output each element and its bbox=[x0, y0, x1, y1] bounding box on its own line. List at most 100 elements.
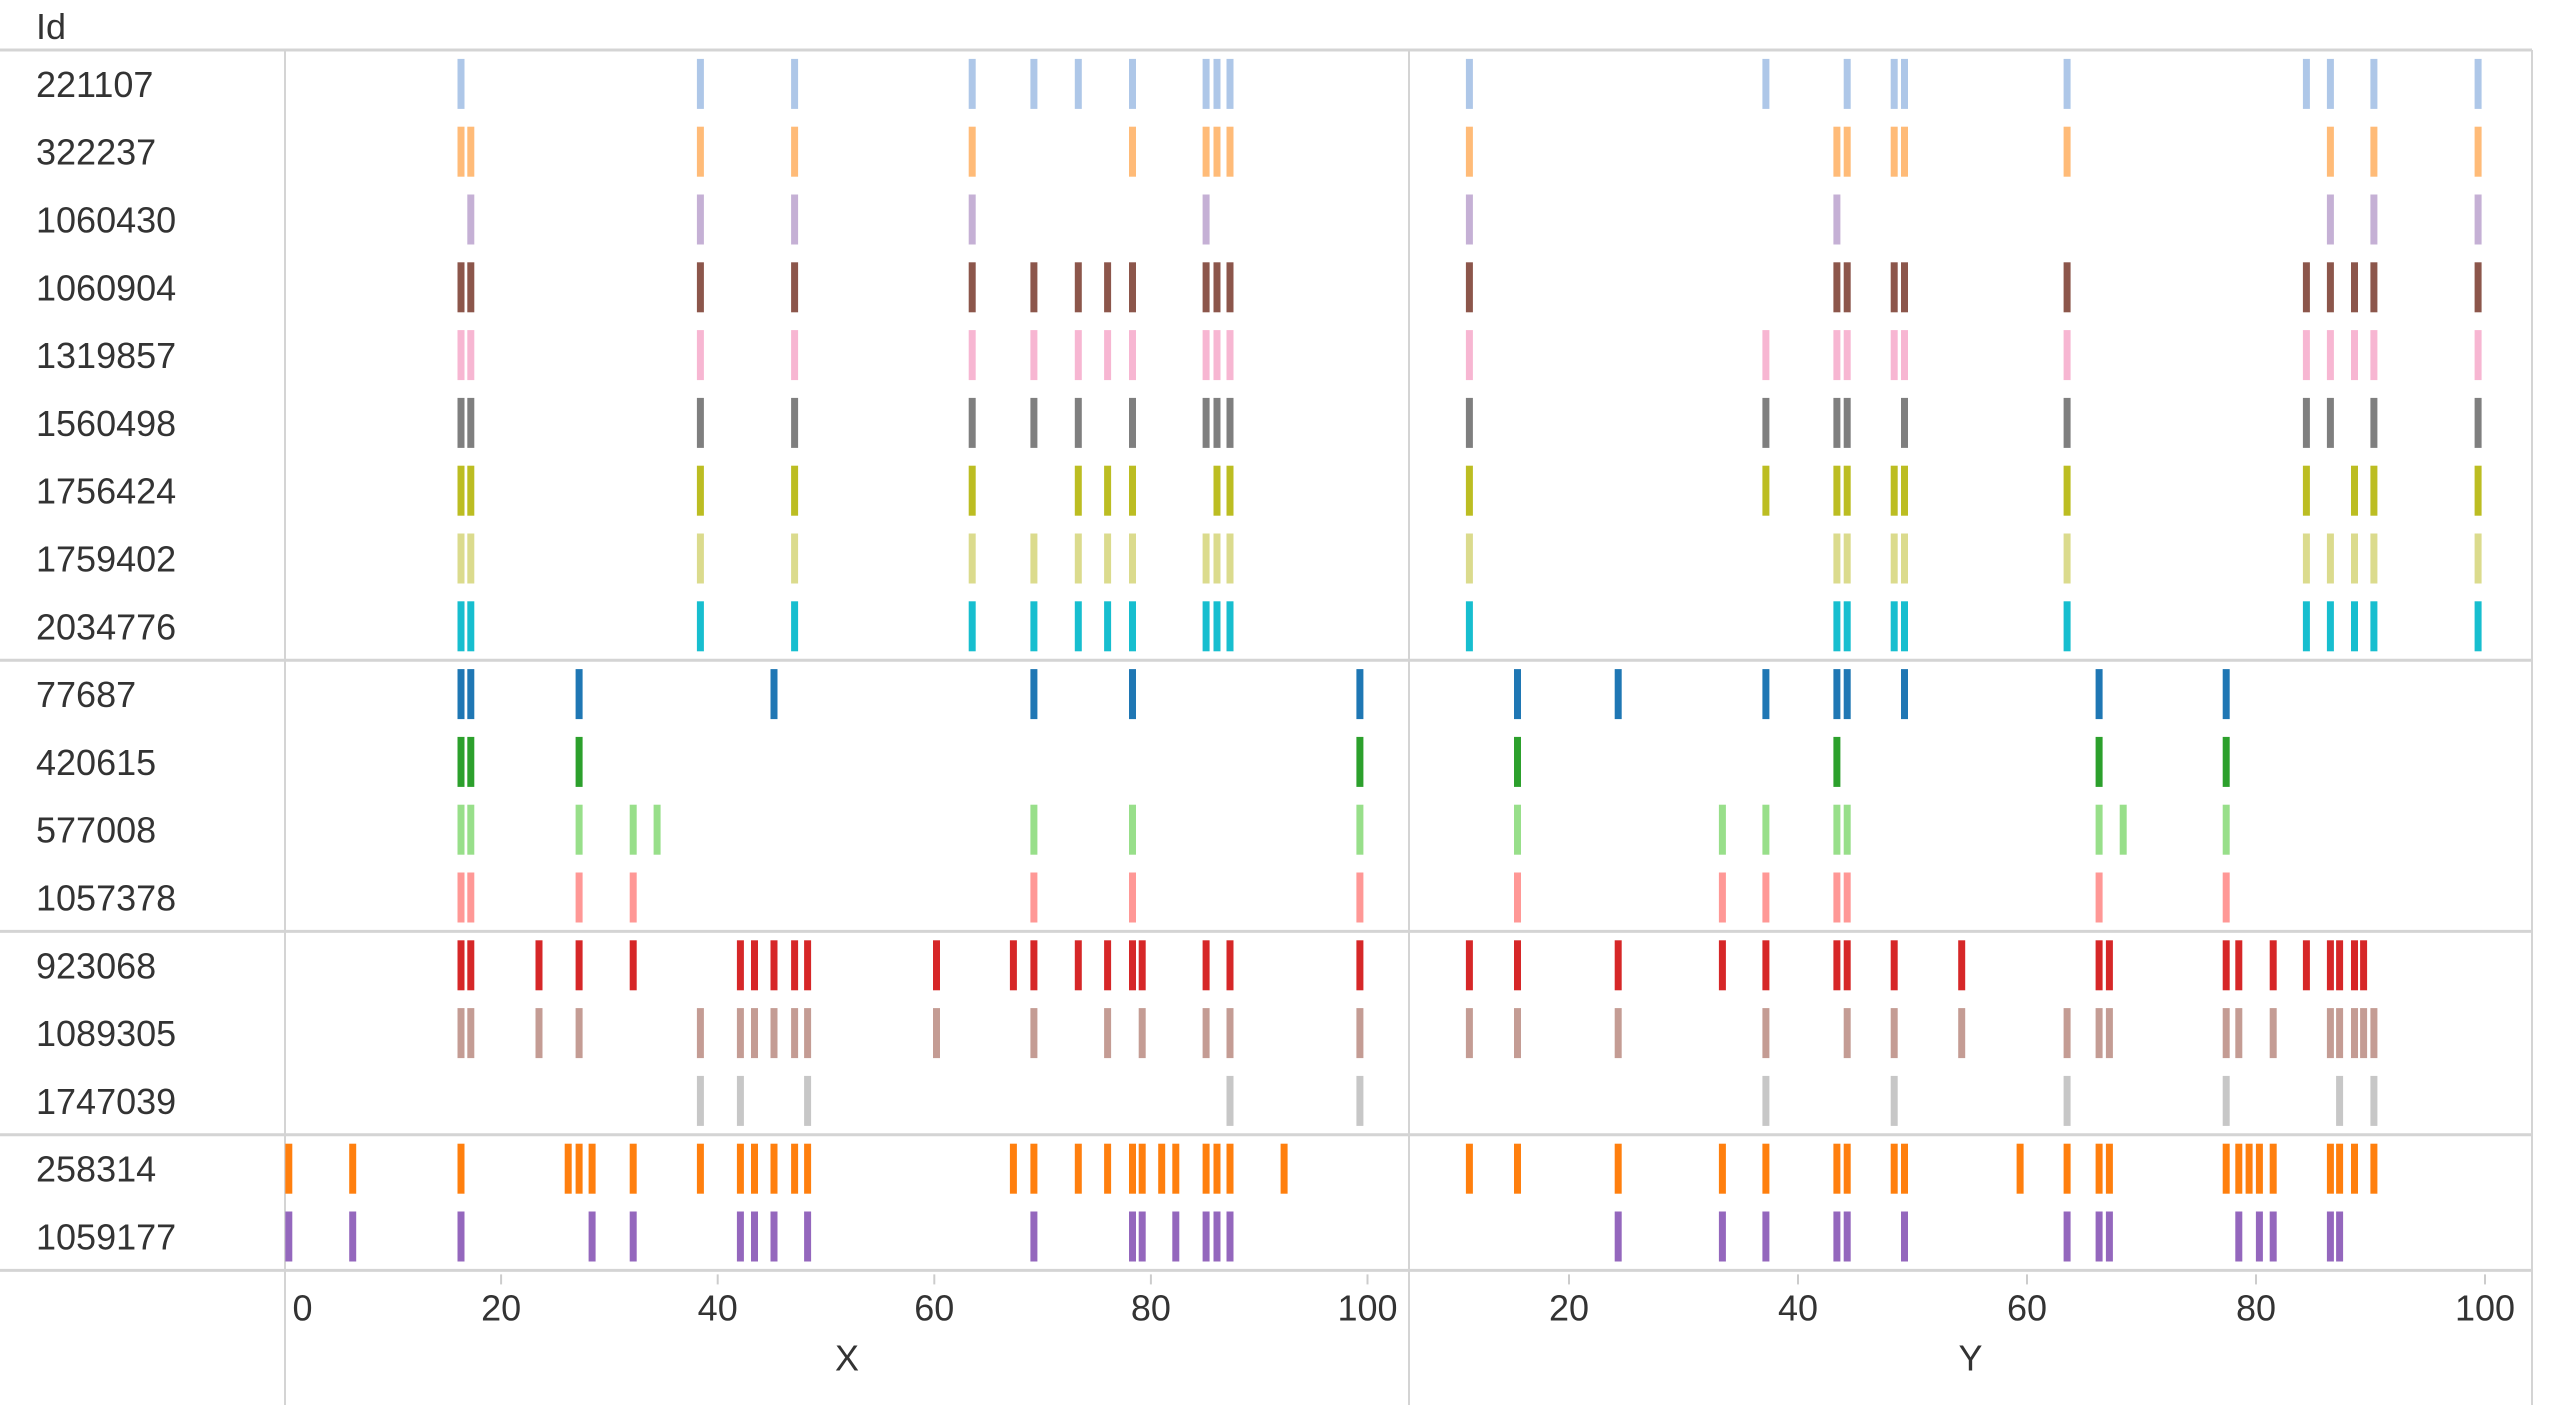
strip-mark-y bbox=[1514, 872, 1521, 923]
strip-mark-x bbox=[696, 1143, 704, 1194]
strip-mark-y bbox=[2370, 601, 2378, 652]
table-row: 1089305 bbox=[36, 1008, 2378, 1059]
strip-mark-x bbox=[467, 940, 475, 991]
strip-mark-y bbox=[1465, 194, 1473, 245]
strip-mark-y bbox=[2095, 736, 2103, 787]
strip-mark-x bbox=[1226, 1075, 1234, 1126]
strip-mark-y bbox=[2474, 58, 2482, 109]
row-label: 221107 bbox=[36, 64, 153, 105]
strip-mark-y bbox=[2326, 397, 2334, 448]
strip-mark-x bbox=[1356, 804, 1364, 855]
strip-mark-y bbox=[2326, 58, 2334, 109]
strip-mark-y bbox=[2326, 126, 2334, 177]
strip-mark-y bbox=[2269, 1143, 2277, 1194]
strip-mark-y bbox=[1762, 872, 1770, 923]
strip-mark-x bbox=[791, 262, 799, 313]
strip-mark-x bbox=[535, 1008, 543, 1059]
strip-mark-y bbox=[2370, 533, 2378, 584]
strip-mark-y bbox=[1901, 262, 1908, 313]
strip-mark-x bbox=[1202, 1008, 1210, 1059]
strip-mark-x bbox=[1009, 1143, 1017, 1194]
strip-mark-y bbox=[2063, 262, 2071, 313]
strip-mark-y bbox=[1890, 601, 1898, 652]
strip-mark-x bbox=[467, 194, 475, 245]
strip-mark-y bbox=[2326, 533, 2334, 584]
strip-mark-y bbox=[1614, 1143, 1622, 1194]
strip-mark-y bbox=[2370, 126, 2378, 177]
strip-mark-y bbox=[2063, 1143, 2071, 1194]
strip-mark-y bbox=[2016, 1143, 2024, 1194]
strip-mark-y bbox=[1901, 397, 1908, 448]
chart-frame bbox=[0, 48, 2533, 1405]
strip-mark-y bbox=[1614, 1211, 1622, 1262]
strip-mark-x bbox=[1030, 397, 1038, 448]
strip-mark-x bbox=[1129, 804, 1136, 855]
strip-mark-x bbox=[1356, 940, 1364, 991]
strip-mark-y bbox=[1718, 872, 1726, 923]
strip-mark-x bbox=[457, 262, 465, 313]
strip-mark-y bbox=[1833, 126, 1841, 177]
strip-mark-y bbox=[2351, 1008, 2358, 1059]
strip-mark-y bbox=[2302, 58, 2310, 109]
strip-mark-x bbox=[653, 804, 661, 855]
strip-mark-x bbox=[791, 1143, 799, 1194]
strip-mark-x bbox=[1129, 126, 1136, 177]
table-row: 1060430 bbox=[36, 194, 2482, 245]
strip-mark-y bbox=[1833, 194, 1841, 245]
strip-mark-y bbox=[1901, 669, 1908, 720]
strip-mark-x bbox=[1129, 533, 1136, 584]
strip-mark-x bbox=[1104, 1008, 1112, 1059]
strip-mark-x bbox=[1104, 601, 1112, 652]
strip-mark-x bbox=[791, 194, 799, 245]
strip-mark-y bbox=[1843, 872, 1851, 923]
strip-mark-y bbox=[2063, 533, 2071, 584]
strip-mark-y bbox=[2095, 669, 2103, 720]
strip-mark-y bbox=[2474, 262, 2482, 313]
strip-mark-y bbox=[2255, 1143, 2263, 1194]
axis-title-y: Y bbox=[1958, 1337, 1982, 1378]
strip-mark-x bbox=[629, 872, 637, 923]
strip-mark-x bbox=[1030, 601, 1038, 652]
strip-mark-x bbox=[1226, 1211, 1234, 1262]
strip-mark-x bbox=[1202, 1143, 1210, 1194]
strip-mark-x bbox=[1202, 194, 1210, 245]
strip-mark-x bbox=[1158, 1143, 1166, 1194]
strip-mark-y bbox=[2063, 1008, 2071, 1059]
tick-label: 40 bbox=[698, 1287, 738, 1328]
strip-mark-x bbox=[1074, 940, 1082, 991]
strip-mark-x bbox=[1202, 533, 1210, 584]
strip-mark-x bbox=[467, 736, 475, 787]
strip-mark-y bbox=[2336, 1211, 2344, 1262]
strip-mark-y bbox=[2105, 940, 2113, 991]
strip-mark-x bbox=[1280, 1143, 1288, 1194]
strip-mark-y bbox=[1718, 940, 1726, 991]
strip-mark-x bbox=[1213, 533, 1221, 584]
strip-mark-y bbox=[2370, 1008, 2378, 1059]
strip-mark-y bbox=[1890, 126, 1898, 177]
strip-mark-y bbox=[1843, 1143, 1851, 1194]
strip-mark-y bbox=[2326, 1211, 2334, 1262]
strip-mark-y bbox=[1514, 736, 1521, 787]
row-label: 1060430 bbox=[36, 200, 176, 241]
strip-mark-y bbox=[1762, 804, 1770, 855]
strip-mark-x bbox=[751, 940, 758, 991]
strip-mark-x bbox=[575, 1143, 583, 1194]
strip-mark-x bbox=[1104, 262, 1112, 313]
table-row: 1759402 bbox=[36, 533, 2482, 584]
strip-mark-x bbox=[1213, 58, 1221, 109]
row-label: 923068 bbox=[36, 945, 156, 986]
table-row: 420615 bbox=[36, 736, 2230, 787]
strip-mark-y bbox=[1890, 262, 1898, 313]
strip-mark-y bbox=[1843, 940, 1851, 991]
strip-mark-x bbox=[457, 872, 465, 923]
strip-mark-x bbox=[575, 940, 583, 991]
strip-mark-x bbox=[968, 194, 976, 245]
strip-mark-y bbox=[2105, 1211, 2113, 1262]
table-row: 923068 bbox=[36, 940, 2368, 991]
row-label: 77687 bbox=[36, 674, 136, 715]
strip-mark-x bbox=[575, 872, 583, 923]
strip-mark-y bbox=[1843, 1008, 1851, 1059]
strip-mark-y bbox=[1901, 601, 1908, 652]
strip-mark-y bbox=[2302, 601, 2310, 652]
strip-mark-x bbox=[1104, 940, 1112, 991]
